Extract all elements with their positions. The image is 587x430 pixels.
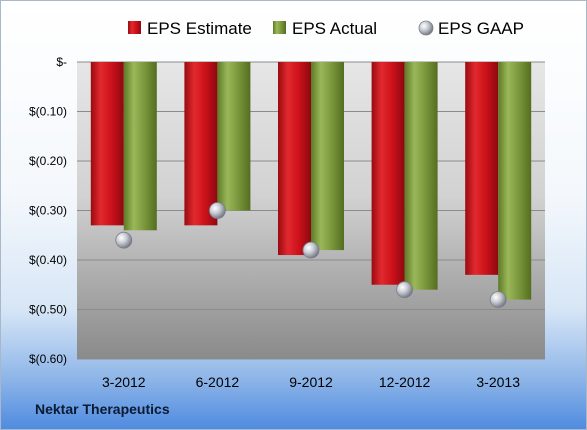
bar-eps-estimate xyxy=(465,62,499,275)
legend-label: EPS Estimate xyxy=(147,19,252,38)
x-axis-labels: 3-2012 6-2012 9-2012 12-2012 3-2013 xyxy=(102,374,520,390)
bar-eps-actual xyxy=(404,62,438,290)
x-category-label: 12-2012 xyxy=(379,374,431,390)
x-category-label: 3-2012 xyxy=(102,374,146,390)
legend: EPS Estimate EPS Actual EPS GAAP xyxy=(128,19,524,38)
legend-swatch-eps-gaap xyxy=(418,20,434,36)
bar-eps-estimate xyxy=(184,62,218,226)
x-category-label: 6-2012 xyxy=(196,374,240,390)
y-tick-label: $(0.10) xyxy=(29,105,67,119)
marker-eps-gaap xyxy=(396,281,414,299)
x-category-label: 3-2013 xyxy=(476,374,520,390)
y-tick-label: $(0.20) xyxy=(29,154,67,168)
legend-label: EPS Actual xyxy=(292,19,377,38)
bar-eps-actual xyxy=(311,62,344,251)
bars xyxy=(90,62,532,300)
bar-eps-actual xyxy=(498,62,532,300)
marker-eps-gaap xyxy=(302,241,320,259)
y-tick-label: $(0.50) xyxy=(29,303,67,317)
y-tick-label: $(0.30) xyxy=(29,204,67,218)
legend-swatch xyxy=(273,21,286,34)
marker-eps-gaap xyxy=(208,202,226,219)
bar-eps-estimate xyxy=(278,62,311,256)
y-tick-label: $- xyxy=(56,55,67,69)
bar-eps-estimate xyxy=(371,62,405,285)
legend-label: EPS GAAP xyxy=(438,19,524,38)
legend-swatch xyxy=(128,21,141,34)
bar-eps-actual xyxy=(217,62,251,211)
bar-eps-estimate xyxy=(90,62,124,226)
y-tick-label: $(0.60) xyxy=(29,352,67,366)
marker-eps-gaap xyxy=(115,231,133,249)
bar-eps-actual xyxy=(123,62,157,231)
x-category-label: 9-2012 xyxy=(289,374,333,390)
y-axis-ticks: $- $(0.10) $(0.20) $(0.30) $(0.40) $(0.50) $(0… xyxy=(29,55,67,366)
gaap-markers xyxy=(115,202,507,309)
y-tick-label: $(0.40) xyxy=(29,253,67,267)
marker-eps-gaap xyxy=(489,291,507,309)
company-name: Nektar Therapeutics xyxy=(35,401,170,417)
